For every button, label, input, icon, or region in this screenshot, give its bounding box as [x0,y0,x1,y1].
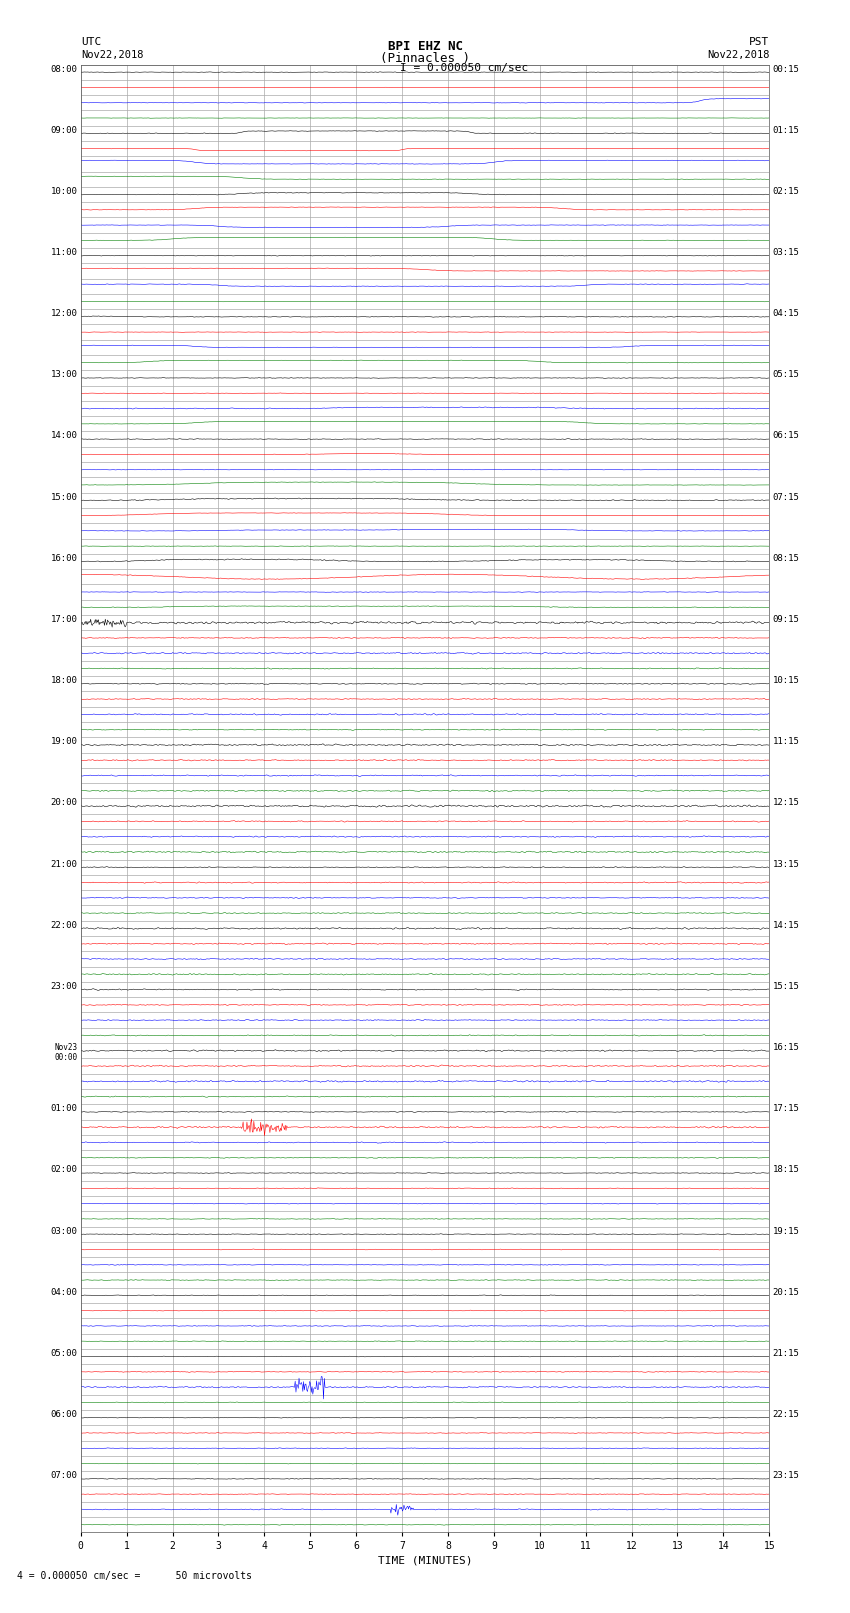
Text: Nov23
00:00: Nov23 00:00 [54,1044,77,1063]
Text: 08:00: 08:00 [50,65,77,74]
Text: 02:15: 02:15 [773,187,800,195]
Text: 06:15: 06:15 [773,431,800,440]
Text: 13:00: 13:00 [50,371,77,379]
Text: 21:15: 21:15 [773,1348,800,1358]
X-axis label: TIME (MINUTES): TIME (MINUTES) [377,1555,473,1566]
Text: 05:00: 05:00 [50,1348,77,1358]
Text: 23:00: 23:00 [50,982,77,990]
Text: 10:00: 10:00 [50,187,77,195]
Text: 17:00: 17:00 [50,615,77,624]
Text: 17:15: 17:15 [773,1105,800,1113]
Text: 23:15: 23:15 [773,1471,800,1481]
Text: 18:15: 18:15 [773,1165,800,1174]
Text: 14:15: 14:15 [773,921,800,929]
Text: 20:15: 20:15 [773,1287,800,1297]
Text: 15:00: 15:00 [50,492,77,502]
Text: 16:15: 16:15 [773,1044,800,1052]
Text: 06:00: 06:00 [50,1410,77,1419]
Text: 12:15: 12:15 [773,798,800,808]
Text: (Pinnacles ): (Pinnacles ) [380,52,470,65]
Text: 22:15: 22:15 [773,1410,800,1419]
Text: 03:00: 03:00 [50,1226,77,1236]
Text: 01:15: 01:15 [773,126,800,134]
Text: 08:15: 08:15 [773,553,800,563]
Text: I = 0.000050 cm/sec: I = 0.000050 cm/sec [400,63,528,73]
Text: Nov22,2018: Nov22,2018 [81,50,144,60]
Text: 4 = 0.000050 cm/sec =      50 microvolts: 4 = 0.000050 cm/sec = 50 microvolts [17,1571,252,1581]
Text: 04:00: 04:00 [50,1287,77,1297]
Text: 05:15: 05:15 [773,371,800,379]
Text: 21:00: 21:00 [50,860,77,868]
Text: 15:15: 15:15 [773,982,800,990]
Text: 04:15: 04:15 [773,310,800,318]
Text: 18:00: 18:00 [50,676,77,686]
Text: 14:00: 14:00 [50,431,77,440]
Text: 11:00: 11:00 [50,248,77,256]
Text: 12:00: 12:00 [50,310,77,318]
Text: UTC: UTC [81,37,101,47]
Text: 07:15: 07:15 [773,492,800,502]
Text: 13:15: 13:15 [773,860,800,868]
Text: 20:00: 20:00 [50,798,77,808]
Text: 07:00: 07:00 [50,1471,77,1481]
Text: 16:00: 16:00 [50,553,77,563]
Text: PST: PST [749,37,769,47]
Text: 00:15: 00:15 [773,65,800,74]
Text: 19:15: 19:15 [773,1226,800,1236]
Text: 19:00: 19:00 [50,737,77,747]
Text: 22:00: 22:00 [50,921,77,929]
Text: 01:00: 01:00 [50,1105,77,1113]
Text: 11:15: 11:15 [773,737,800,747]
Text: 09:15: 09:15 [773,615,800,624]
Text: 09:00: 09:00 [50,126,77,134]
Text: Nov22,2018: Nov22,2018 [706,50,769,60]
Text: BPI EHZ NC: BPI EHZ NC [388,40,462,53]
Text: 03:15: 03:15 [773,248,800,256]
Text: 10:15: 10:15 [773,676,800,686]
Text: 02:00: 02:00 [50,1165,77,1174]
